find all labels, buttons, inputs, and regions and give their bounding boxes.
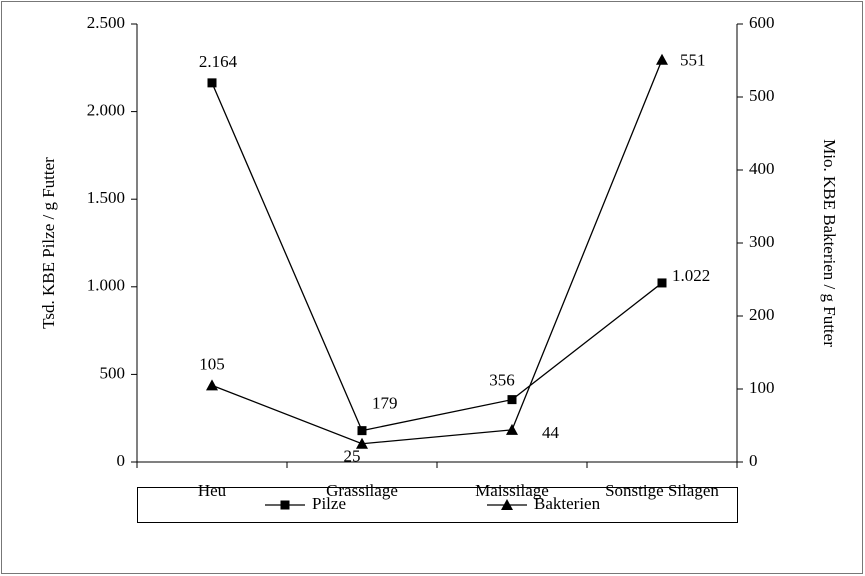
y2-tick-label: 400 — [749, 159, 775, 178]
legend-label: Bakterien — [534, 494, 601, 513]
y2-tick-label: 0 — [749, 451, 758, 470]
data-label: 1.022 — [672, 266, 710, 285]
x-tick-label: Sonstige Silagen — [605, 481, 719, 500]
y2-axis-label: Mio. KBE Bakterien / g Futter — [820, 139, 839, 347]
data-point — [206, 379, 218, 391]
y2-tick-label: 300 — [749, 232, 775, 251]
data-point — [657, 278, 667, 288]
y-tick-label: 1.500 — [87, 188, 125, 207]
y2-tick-label: 600 — [749, 13, 775, 32]
data-label: 356 — [489, 371, 515, 390]
y2-tick-label: 100 — [749, 378, 775, 397]
x-tick-label: Heu — [198, 481, 227, 500]
legend-box — [137, 487, 738, 523]
y-tick-label: 500 — [100, 363, 126, 382]
data-point — [507, 395, 517, 405]
legend-marker — [501, 499, 513, 510]
x-tick-label: Grassilage — [326, 481, 398, 500]
y2-tick-label: 200 — [749, 305, 775, 324]
y-tick-label: 2.500 — [87, 13, 125, 32]
series-line — [211, 82, 663, 432]
data-point — [506, 423, 518, 435]
data-label: 44 — [542, 423, 560, 442]
data-label: 25 — [344, 447, 361, 466]
data-label: 2.164 — [199, 52, 238, 71]
legend-marker — [280, 500, 290, 510]
x-tick-label: Maissilage — [475, 481, 549, 500]
data-point — [356, 437, 368, 449]
data-label: 551 — [680, 51, 706, 70]
y2-tick-label: 500 — [749, 86, 775, 105]
series-line — [211, 59, 663, 445]
data-point — [207, 78, 217, 88]
data-label: 105 — [199, 354, 225, 373]
y-tick-label: 0 — [117, 451, 126, 470]
data-point — [357, 426, 367, 436]
y-axis-label: Tsd. KBE Pilze / g Futter — [39, 157, 58, 329]
y-tick-label: 2.000 — [87, 101, 125, 120]
y-tick-label: 1.000 — [87, 276, 125, 295]
legend-label: Pilze — [312, 494, 346, 513]
data-point — [656, 53, 668, 65]
data-label: 179 — [372, 394, 398, 413]
